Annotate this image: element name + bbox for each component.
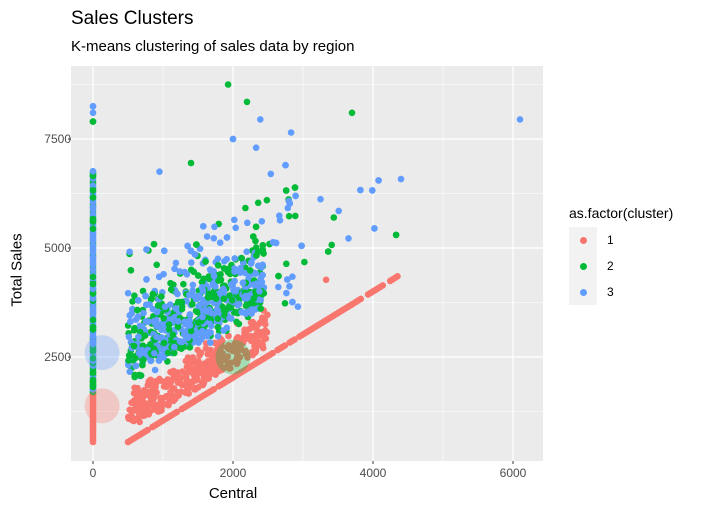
legend-item-2: 2 <box>569 253 673 279</box>
legend-key <box>569 227 597 253</box>
chart-subtitle: K-means clustering of sales data by regi… <box>71 38 355 55</box>
cluster-centroids <box>84 335 251 424</box>
data-points <box>89 81 524 446</box>
minor-gridlines <box>71 66 543 461</box>
point-icon <box>580 289 587 296</box>
x-tick-label: 4000 <box>359 466 387 480</box>
legend-key <box>569 279 597 305</box>
chart-title: Sales Clusters <box>71 8 194 29</box>
legend-key <box>569 253 597 279</box>
x-tick-label: 2000 <box>219 466 247 480</box>
legend-item-1: 1 <box>569 227 673 253</box>
y-axis-label: Total Sales <box>8 233 26 307</box>
legend: as.factor(cluster) 1 2 3 <box>569 205 673 305</box>
x-tick-label: 6000 <box>499 466 527 480</box>
axis-ticks <box>68 138 514 464</box>
x-tick-label: 0 <box>89 466 97 480</box>
legend-title: as.factor(cluster) <box>569 205 674 221</box>
y-tick-label: 7500 <box>44 132 71 146</box>
point-icon <box>580 263 587 270</box>
x-axis-label: Central <box>208 485 258 502</box>
y-tick-label: 2500 <box>44 350 71 364</box>
y-tick-label: 5000 <box>44 241 71 255</box>
legend-item-3: 3 <box>569 279 673 305</box>
point-icon <box>580 237 587 244</box>
